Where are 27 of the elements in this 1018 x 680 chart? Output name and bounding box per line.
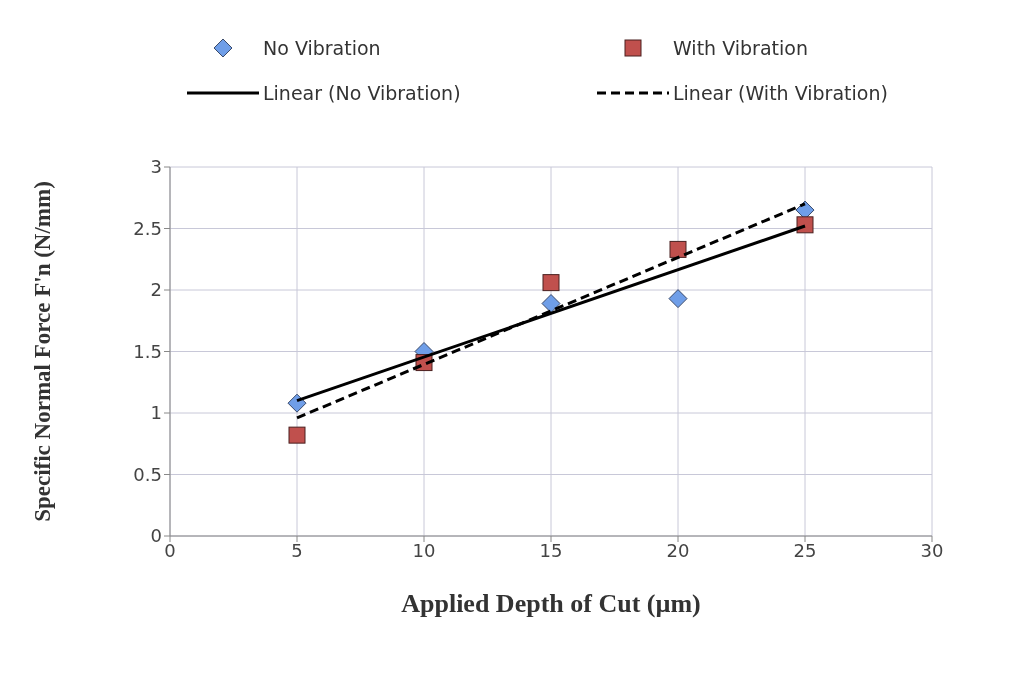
x-tick-label: 5 bbox=[291, 539, 303, 561]
y-tick-label: 1 bbox=[150, 402, 162, 424]
y-tick-label: 0 bbox=[150, 525, 162, 547]
legend-label: With Vibration bbox=[673, 36, 808, 59]
point bbox=[541, 294, 561, 314]
point bbox=[669, 240, 687, 258]
legend-label: Linear (No Vibration) bbox=[263, 81, 461, 104]
point bbox=[668, 289, 688, 309]
point bbox=[287, 393, 307, 413]
y-tick-label: 1.5 bbox=[133, 340, 162, 362]
x-tick-label: 15 bbox=[539, 539, 563, 561]
legend-label: Linear (With Vibration) bbox=[673, 81, 888, 104]
point bbox=[288, 426, 306, 444]
x-axis-title: Applied Depth of Cut (µm) bbox=[401, 589, 701, 618]
x-tick-label: 10 bbox=[412, 539, 436, 561]
y-axis-title: Specific Normal Force F'n (N/mm) bbox=[30, 181, 56, 522]
x-tick-label: 30 bbox=[920, 539, 944, 561]
x-tick-label: 25 bbox=[793, 539, 817, 561]
y-tick-label: 3 bbox=[150, 156, 162, 178]
y-tick-label: 0.5 bbox=[133, 463, 162, 485]
point bbox=[542, 274, 560, 292]
legend-label: No Vibration bbox=[263, 36, 381, 59]
y-tick-label: 2 bbox=[150, 279, 162, 301]
point bbox=[796, 216, 814, 234]
x-tick-label: 20 bbox=[666, 539, 690, 561]
y-tick-label: 2.5 bbox=[133, 217, 162, 239]
x-tick-label: 0 bbox=[164, 539, 176, 561]
